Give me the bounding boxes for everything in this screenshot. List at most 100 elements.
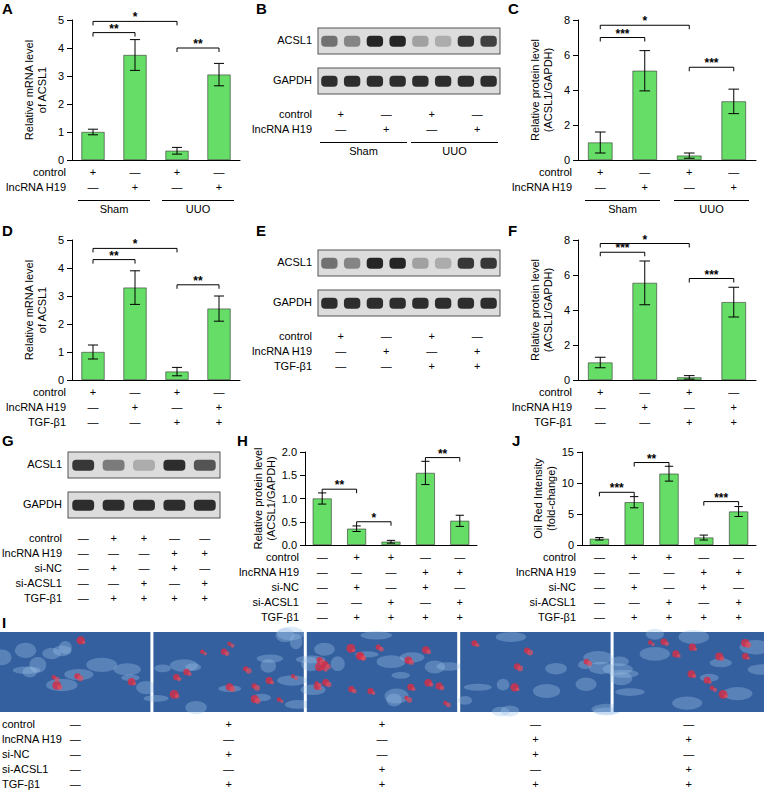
svg-text:1.5: 1.5: [282, 469, 297, 481]
svg-text:of ACSL1: of ACSL1: [36, 287, 48, 333]
svg-text:0.5: 0.5: [282, 516, 297, 528]
html-text:si-NC: si-NC: [34, 562, 62, 574]
svg-text:*: *: [133, 237, 138, 251]
svg-text:*: *: [642, 14, 647, 28]
svg-text:2: 2: [564, 119, 570, 131]
svg-text:Relative protein level: Relative protein level: [252, 447, 264, 549]
svg-text:3: 3: [58, 290, 64, 302]
svg-text:Relative mRNA level: Relative mRNA level: [23, 260, 35, 360]
html-text:ACSL1: ACSL1: [277, 34, 312, 46]
html-text:lncRNA H19: lncRNA H19: [252, 345, 312, 357]
svg-text:4: 4: [564, 304, 570, 316]
svg-text:(ACSL1/GAPDH): (ACSL1/GAPDH): [265, 456, 277, 540]
html-text:TGF-β1: TGF-β1: [273, 360, 312, 372]
svg-text:4: 4: [564, 84, 570, 96]
svg-text:1: 1: [58, 346, 64, 358]
html-text:control: control: [33, 386, 66, 398]
svg-text:**: **: [109, 22, 119, 36]
svg-text:0: 0: [58, 374, 64, 386]
html-text:lncRNA H19: lncRNA H19: [6, 401, 66, 413]
html-text:lncRNA H19: lncRNA H19: [516, 566, 576, 578]
html-text:TGF-β1: TGF-β1: [533, 416, 572, 428]
svg-text:of ACSL1: of ACSL1: [36, 67, 48, 113]
html-text:si-NC: si-NC: [271, 581, 299, 593]
html-text:ACSL1: ACSL1: [27, 458, 62, 470]
html-text:UUO: UUO: [185, 203, 211, 215]
html-text:lncRNA H19: lncRNA H19: [239, 566, 299, 578]
svg-text:***: ***: [704, 56, 718, 70]
svg-text:1: 1: [58, 126, 64, 138]
html-text:lncRNA H19: lncRNA H19: [2, 547, 62, 559]
svg-text:2.0: 2.0: [282, 446, 297, 458]
svg-text:0.0: 0.0: [282, 539, 297, 551]
svg-text:5: 5: [58, 234, 64, 246]
svg-text:**: **: [109, 249, 119, 263]
svg-text:0: 0: [58, 154, 64, 166]
html-text:lncRNA H19: lncRNA H19: [512, 401, 572, 413]
svg-text:**: **: [335, 478, 345, 492]
html-text:lncRNA H19: lncRNA H19: [6, 181, 66, 193]
svg-text:1.0: 1.0: [282, 493, 297, 505]
svg-text:3: 3: [58, 70, 64, 82]
svg-text:**: **: [438, 447, 448, 461]
html-text:si-ACSL1: si-ACSL1: [252, 596, 299, 608]
html-text:Sham: Sham: [608, 203, 637, 215]
html-text:TGF-β1: TGF-β1: [537, 611, 576, 623]
svg-text:0: 0: [564, 374, 570, 386]
html-text:control: control: [539, 166, 572, 178]
html-text:UUO: UUO: [699, 203, 724, 215]
svg-text:0: 0: [568, 539, 574, 551]
svg-text:4: 4: [58, 42, 64, 54]
html-text:si-ACSL1: si-ACSL1: [529, 596, 576, 608]
svg-text:Relative protein level: Relative protein level: [529, 39, 541, 141]
svg-text:0: 0: [564, 154, 570, 166]
html-text:control: control: [279, 108, 312, 120]
html-text:Sham: Sham: [349, 145, 378, 157]
svg-text:*: *: [133, 10, 138, 24]
html-text:GAPDH: GAPDH: [272, 74, 312, 86]
svg-text:6: 6: [564, 49, 570, 61]
svg-text:***: ***: [615, 27, 629, 41]
html-text:control: control: [266, 551, 299, 563]
html-text:ACSL1: ACSL1: [277, 256, 312, 268]
svg-text:**: **: [193, 37, 203, 51]
svg-text:***: ***: [714, 491, 728, 505]
svg-text:***: ***: [610, 481, 624, 495]
html-text:control: control: [279, 330, 312, 342]
svg-text:10: 10: [562, 477, 574, 489]
html-text:Sham: Sham: [99, 203, 129, 215]
svg-text:8: 8: [564, 14, 570, 26]
svg-text:6: 6: [564, 269, 570, 281]
svg-text:(ACSL1/GAPDH): (ACSL1/GAPDH): [542, 48, 554, 132]
svg-text:Relative protein level: Relative protein level: [529, 259, 541, 361]
svg-text:15: 15: [562, 446, 574, 458]
html-text:lncRNA H19: lncRNA H19: [512, 181, 572, 193]
html-text:GAPDH: GAPDH: [22, 498, 62, 510]
svg-text:***: ***: [704, 268, 718, 282]
html-text:control: control: [29, 532, 62, 544]
html-text:TGF-β1: TGF-β1: [260, 611, 299, 623]
svg-text:(ACSL1/GAPDH): (ACSL1/GAPDH): [542, 268, 554, 352]
html-text:control: control: [539, 386, 572, 398]
svg-text:Oil Red Intensity: Oil Red Intensity: [532, 458, 544, 539]
svg-text:8: 8: [564, 234, 570, 246]
svg-text:2: 2: [58, 318, 64, 330]
html-text:control: control: [33, 166, 66, 178]
svg-text:**: **: [193, 274, 203, 288]
svg-text:Relative mRNA level: Relative mRNA level: [23, 40, 35, 140]
svg-text:(fold-change): (fold-change): [545, 466, 557, 531]
html-text:lncRNA H19: lncRNA H19: [252, 123, 312, 135]
svg-text:**: **: [647, 452, 657, 466]
svg-text:*: *: [371, 511, 376, 525]
svg-text:2: 2: [564, 339, 570, 351]
html-text:control: control: [543, 551, 576, 563]
svg-text:4: 4: [58, 262, 64, 274]
svg-text:5: 5: [58, 14, 64, 26]
svg-text:*: *: [642, 233, 647, 247]
svg-text:2: 2: [58, 98, 64, 110]
html-text:GAPDH: GAPDH: [272, 296, 312, 308]
svg-text:5: 5: [568, 508, 574, 520]
html-text:si-NC: si-NC: [548, 581, 576, 593]
html-text:UUO: UUO: [442, 145, 467, 157]
html-text:TGF-β1: TGF-β1: [27, 416, 66, 428]
